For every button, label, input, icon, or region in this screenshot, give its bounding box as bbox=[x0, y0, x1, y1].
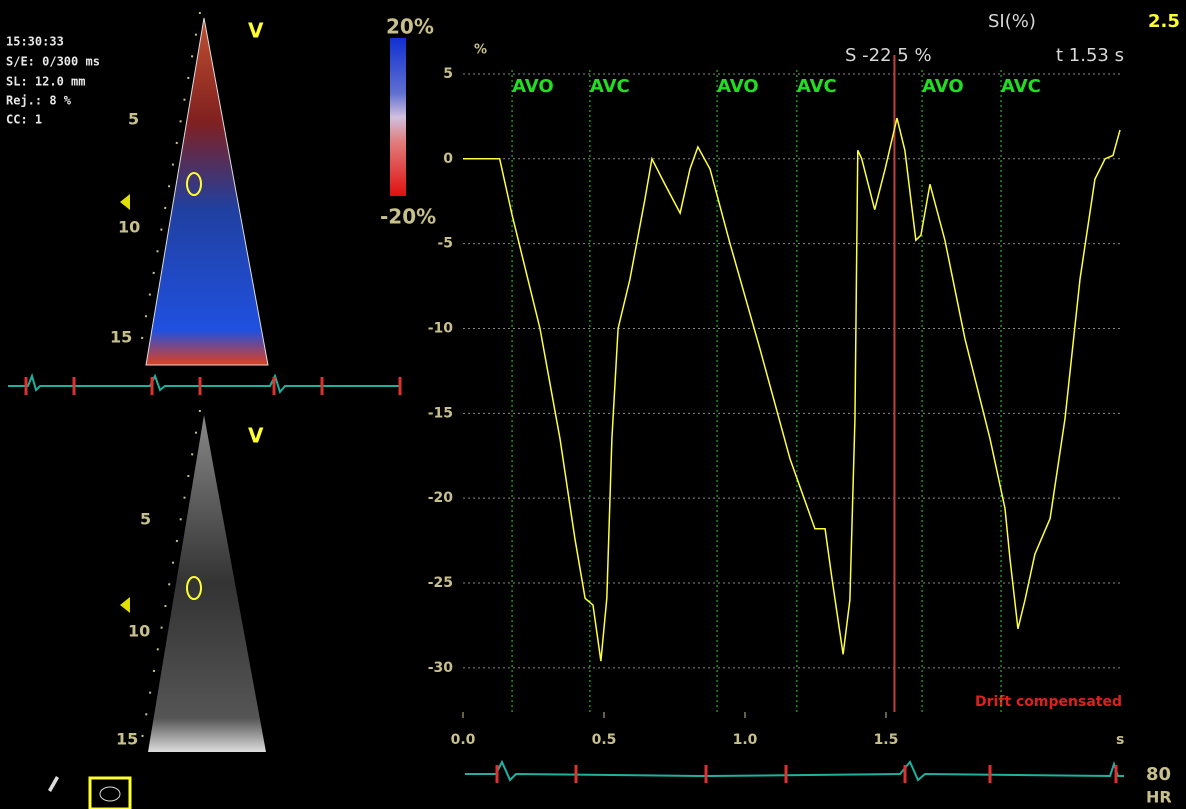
bmode-view bbox=[148, 415, 266, 752]
roi-tool[interactable] bbox=[90, 778, 130, 809]
event-label: AVC bbox=[797, 76, 837, 97]
si-value: 2.5 bbox=[1148, 11, 1180, 32]
y-tick-label: 0 bbox=[443, 151, 453, 167]
color-bar bbox=[390, 38, 406, 196]
page: 20% -20% V V 5 10 15 5 10 15 15:30:33 S/… bbox=[0, 0, 1186, 809]
y-tick-label: -5 bbox=[437, 236, 453, 252]
pencil-tool[interactable] bbox=[48, 776, 59, 792]
si-label: SI(%) bbox=[988, 11, 1036, 32]
strain-readout: S -22.5 % bbox=[845, 45, 932, 66]
depth-label: 5 bbox=[140, 510, 151, 529]
roi-tool-icon bbox=[100, 787, 120, 801]
hr-value: 80 bbox=[1146, 764, 1171, 785]
x-tick-label: 1.0 bbox=[733, 732, 758, 748]
ecg-trace bbox=[465, 762, 1124, 780]
depth-label: 5 bbox=[128, 110, 139, 129]
view-label: V bbox=[248, 424, 264, 448]
event-label: AVO bbox=[512, 76, 554, 97]
event-label: AVO bbox=[922, 76, 964, 97]
hr-label: HR bbox=[1146, 788, 1172, 807]
focus-marker bbox=[120, 194, 130, 613]
event-label: AVC bbox=[590, 76, 630, 97]
y-tick-label: -25 bbox=[428, 575, 453, 591]
status-time: 15:30:33 bbox=[6, 35, 64, 49]
depth-label: 10 bbox=[118, 218, 140, 237]
y-tick-label: -15 bbox=[428, 405, 453, 421]
status-line: Rej.: 8 % bbox=[6, 94, 72, 108]
status-line: S/E: 0/300 ms bbox=[6, 55, 100, 69]
y-tick-label: 5 bbox=[443, 66, 453, 82]
view-label: V bbox=[248, 19, 264, 43]
status-line: CC: 1 bbox=[6, 113, 42, 127]
scale-max: 20% bbox=[386, 15, 434, 39]
event-label: AVO bbox=[717, 76, 759, 97]
status-line: SL: 12.0 mm bbox=[6, 75, 85, 89]
depth-label: 15 bbox=[116, 730, 138, 749]
event-label: AVC bbox=[1001, 76, 1041, 97]
strain-curve bbox=[463, 118, 1120, 661]
y-tick-label: -30 bbox=[428, 660, 454, 676]
depth-label: 15 bbox=[110, 328, 132, 347]
screen: 20% -20% V V 5 10 15 5 10 15 15:30:33 S/… bbox=[0, 0, 1186, 809]
depth-label: 10 bbox=[128, 622, 150, 641]
y-axis-label: % bbox=[474, 43, 487, 58]
x-tick-label: 1.5 bbox=[874, 732, 899, 748]
x-tick-label: 0.0 bbox=[451, 732, 476, 748]
ecg-trace bbox=[8, 376, 400, 392]
x-tick-label: 0.5 bbox=[592, 732, 617, 748]
y-tick-label: -20 bbox=[428, 490, 454, 506]
x-axis-label: s bbox=[1116, 732, 1124, 748]
scale-min: -20% bbox=[380, 205, 436, 229]
doppler-view bbox=[146, 18, 268, 365]
time-readout: t 1.53 s bbox=[1056, 45, 1124, 66]
y-tick-label: -10 bbox=[428, 320, 454, 336]
annotation: Drift compensated bbox=[975, 694, 1122, 710]
